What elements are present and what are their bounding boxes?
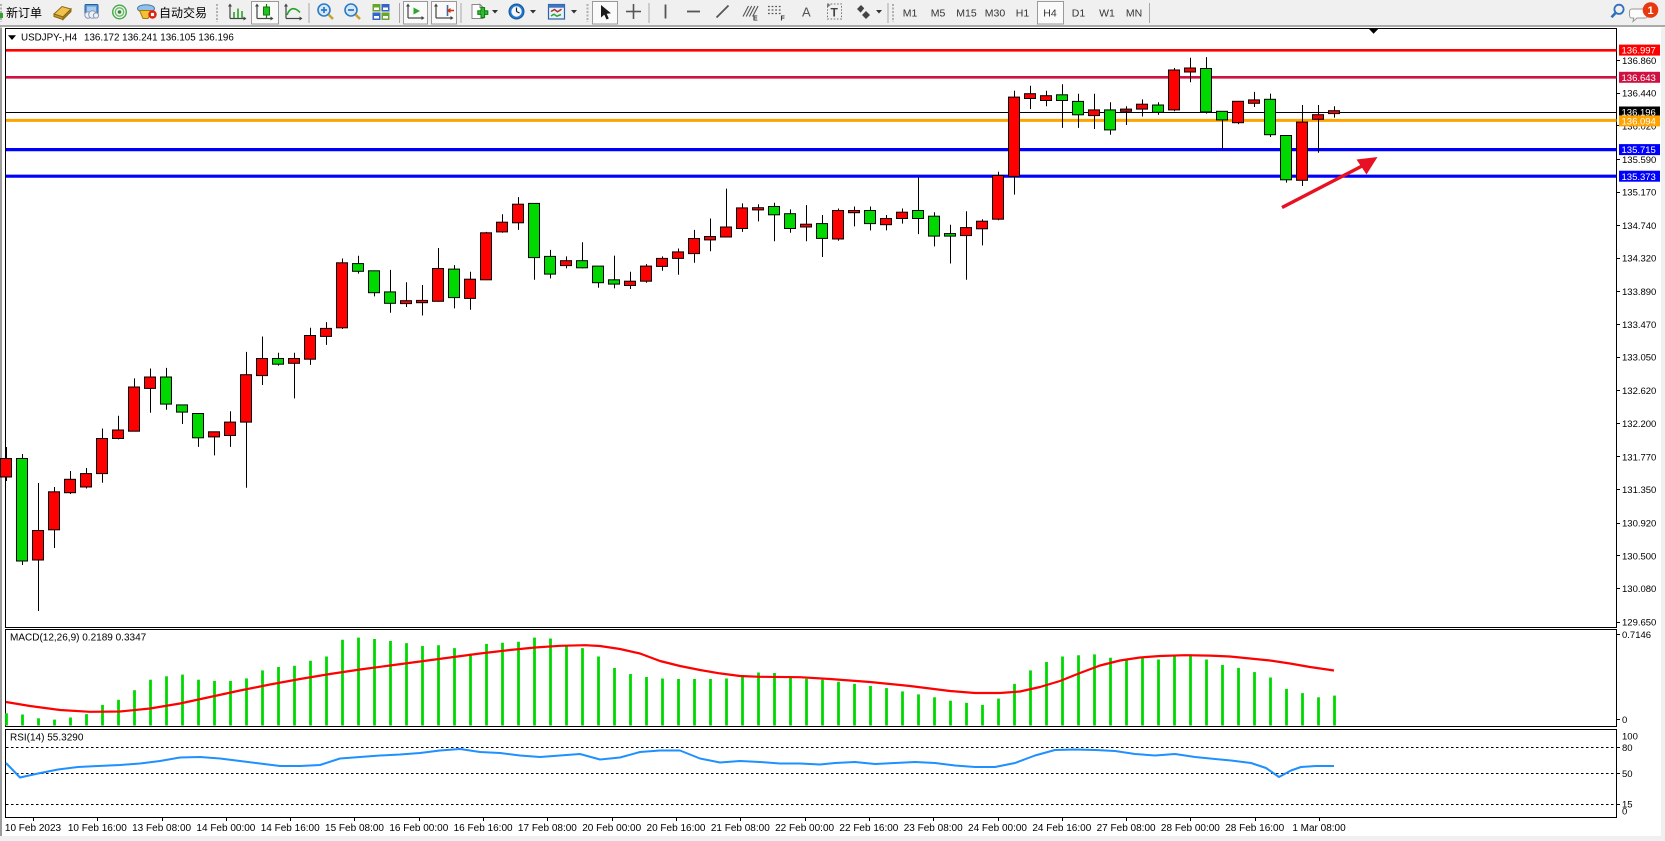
svg-text:136.020: 136.020 — [1622, 121, 1656, 132]
svg-text:136.094: 136.094 — [1622, 117, 1656, 128]
svg-text:M1: M1 — [903, 8, 918, 20]
svg-text:136.172 136.241 136.105 136.19: 136.172 136.241 136.105 136.196 — [84, 33, 234, 44]
svg-text:H4: H4 — [1043, 8, 1057, 20]
svg-text:131.770: 131.770 — [1622, 452, 1656, 463]
svg-text:134.320: 134.320 — [1622, 254, 1656, 265]
svg-text:W1: W1 — [1099, 8, 1115, 20]
svg-text:14 Feb 16:00: 14 Feb 16:00 — [261, 823, 320, 834]
svg-text:自动交易: 自动交易 — [159, 5, 207, 20]
svg-text:17 Feb 08:00: 17 Feb 08:00 — [518, 823, 577, 834]
svg-text:1 Mar 08:00: 1 Mar 08:00 — [1292, 823, 1346, 834]
svg-text:27 Feb 08:00: 27 Feb 08:00 — [1097, 823, 1156, 834]
svg-text:M30: M30 — [985, 8, 1006, 20]
svg-text:136.643: 136.643 — [1622, 73, 1656, 84]
svg-text:130.500: 130.500 — [1622, 551, 1656, 562]
svg-text:MN: MN — [1126, 8, 1142, 20]
svg-text:133.050: 133.050 — [1622, 353, 1656, 364]
svg-text:130.920: 130.920 — [1622, 519, 1656, 530]
svg-text:24 Feb 16:00: 24 Feb 16:00 — [1032, 823, 1091, 834]
svg-text:136.440: 136.440 — [1622, 89, 1656, 100]
svg-text:15: 15 — [1622, 800, 1633, 811]
svg-text:21 Feb 08:00: 21 Feb 08:00 — [711, 823, 770, 834]
svg-text:F: F — [781, 16, 786, 23]
svg-text:135.590: 135.590 — [1622, 155, 1656, 166]
svg-text:20 Feb 00:00: 20 Feb 00:00 — [582, 823, 641, 834]
svg-text:136.196: 136.196 — [1622, 108, 1656, 119]
svg-text:0.7146: 0.7146 — [1622, 630, 1651, 641]
svg-text:M5: M5 — [931, 8, 946, 20]
svg-text:28 Feb 16:00: 28 Feb 16:00 — [1225, 823, 1284, 834]
svg-text:23 Feb 08:00: 23 Feb 08:00 — [904, 823, 963, 834]
svg-text:H1: H1 — [1016, 8, 1030, 20]
svg-text:14 Feb 00:00: 14 Feb 00:00 — [196, 823, 255, 834]
svg-text:15 Feb 08:00: 15 Feb 08:00 — [325, 823, 384, 834]
svg-text:133.890: 133.890 — [1622, 287, 1656, 298]
svg-text:A: A — [802, 5, 811, 20]
svg-text:132.200: 132.200 — [1622, 419, 1656, 430]
svg-text:0: 0 — [1622, 807, 1627, 818]
svg-text:130.080: 130.080 — [1622, 584, 1656, 595]
svg-text:E: E — [753, 16, 758, 23]
svg-text:新订单: 新订单 — [6, 5, 42, 20]
svg-text:USDJPY-,H4: USDJPY-,H4 — [21, 33, 78, 44]
svg-text:28 Feb 00:00: 28 Feb 00:00 — [1161, 823, 1220, 834]
svg-text:129.650: 129.650 — [1622, 618, 1656, 629]
svg-text:132.620: 132.620 — [1622, 386, 1656, 397]
svg-text:22 Feb 00:00: 22 Feb 00:00 — [775, 823, 834, 834]
svg-text:20 Feb 16:00: 20 Feb 16:00 — [647, 823, 706, 834]
svg-text:22 Feb 16:00: 22 Feb 16:00 — [839, 823, 898, 834]
svg-text:136.997: 136.997 — [1622, 46, 1656, 57]
svg-text:133.470: 133.470 — [1622, 320, 1656, 331]
svg-text:135.715: 135.715 — [1622, 145, 1656, 156]
svg-text:T: T — [831, 6, 839, 20]
svg-text:MACD(12,26,9) 0.2189 0.3347: MACD(12,26,9) 0.2189 0.3347 — [10, 633, 147, 644]
svg-text:M15: M15 — [956, 8, 977, 20]
svg-text:135.373: 135.373 — [1622, 172, 1656, 183]
svg-text:16 Feb 00:00: 16 Feb 00:00 — [389, 823, 448, 834]
svg-text:100: 100 — [1622, 732, 1638, 743]
svg-text:80: 80 — [1622, 743, 1633, 754]
svg-text:0: 0 — [1622, 715, 1627, 726]
svg-text:24 Feb 00:00: 24 Feb 00:00 — [968, 823, 1027, 834]
svg-text:D1: D1 — [1072, 8, 1086, 20]
svg-text:135.170: 135.170 — [1622, 188, 1656, 199]
svg-text:RSI(14) 55.3290: RSI(14) 55.3290 — [10, 733, 84, 744]
svg-text:131.350: 131.350 — [1622, 485, 1656, 496]
svg-text:50: 50 — [1622, 769, 1633, 780]
svg-text:1: 1 — [1647, 5, 1653, 17]
svg-text:136.860: 136.860 — [1622, 56, 1656, 67]
svg-text:134.740: 134.740 — [1622, 221, 1656, 232]
svg-text:10 Feb 2023: 10 Feb 2023 — [5, 823, 62, 834]
svg-text:13 Feb 08:00: 13 Feb 08:00 — [132, 823, 191, 834]
svg-text:16 Feb 16:00: 16 Feb 16:00 — [454, 823, 513, 834]
svg-text:10 Feb 16:00: 10 Feb 16:00 — [68, 823, 127, 834]
